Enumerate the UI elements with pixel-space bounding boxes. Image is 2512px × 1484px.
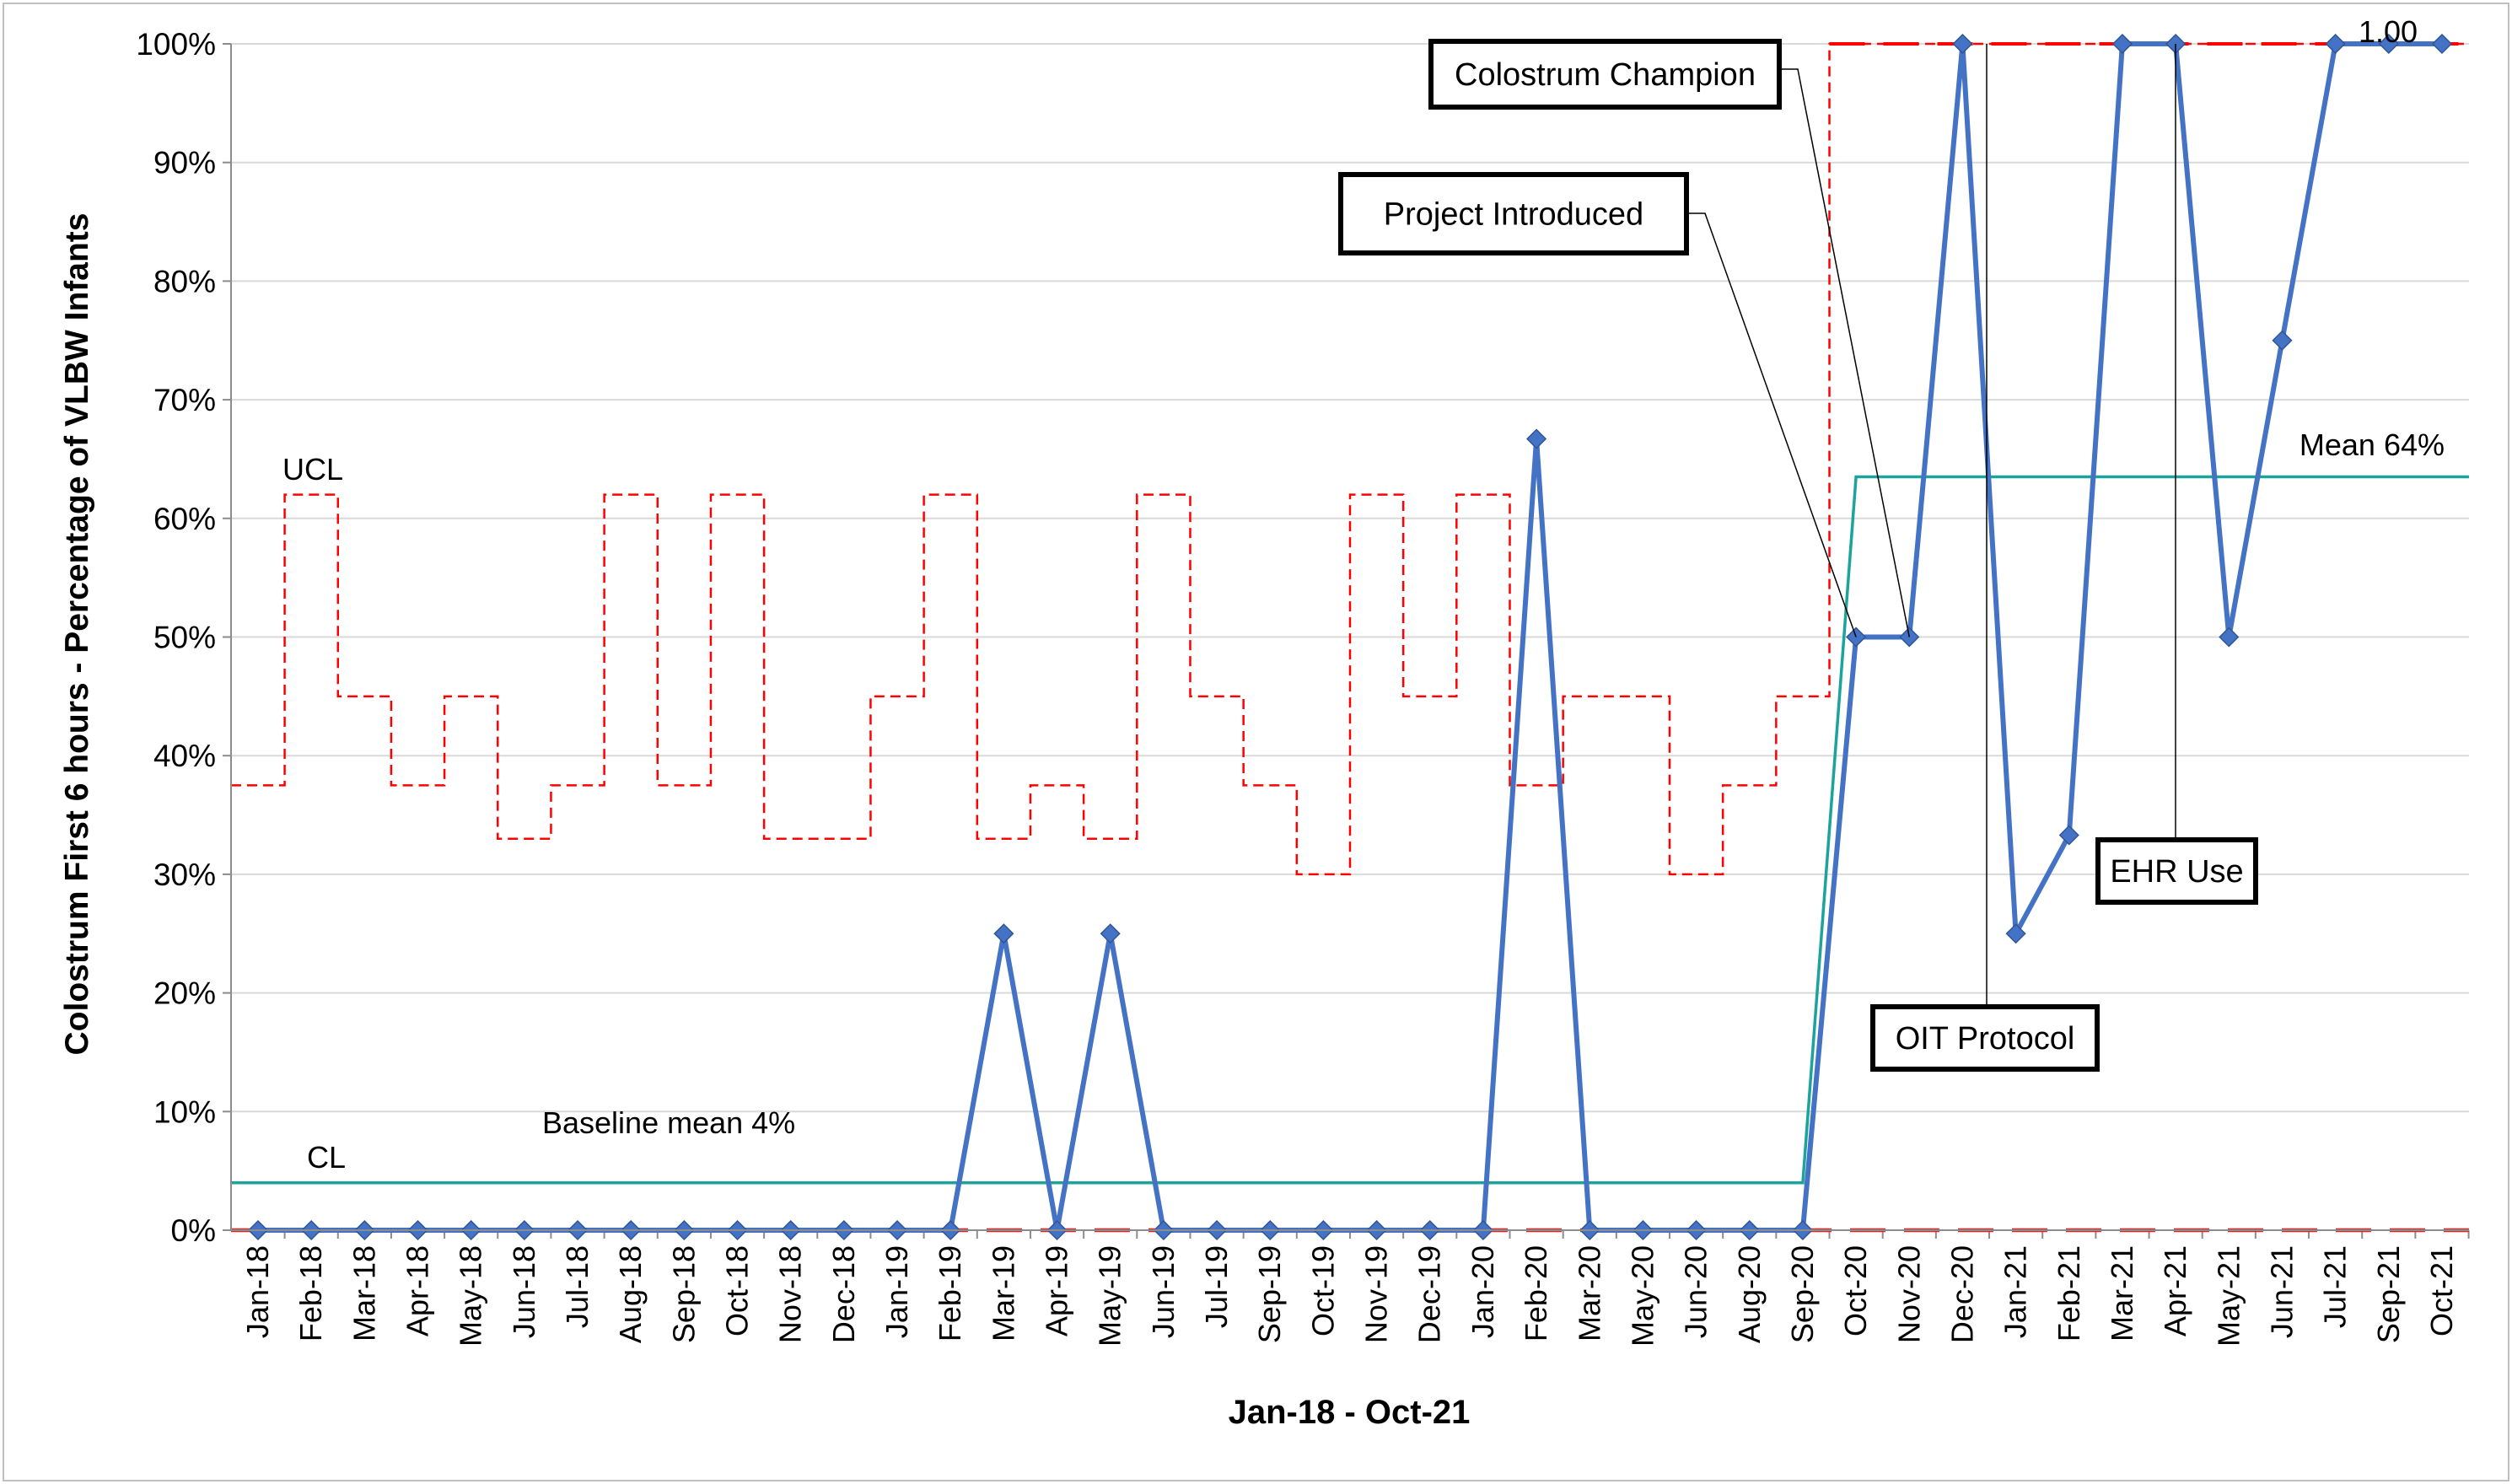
x-tick-label: Oct-20 <box>1838 1245 1873 1336</box>
x-tick-label: Feb-18 <box>293 1245 328 1342</box>
data-point <box>2111 33 2133 55</box>
data-point <box>2005 923 2026 944</box>
x-tick-label: Feb-19 <box>933 1245 967 1342</box>
annotation-leader <box>1779 68 1911 637</box>
baseline-mean-label: Baseline mean 4% <box>542 1105 795 1140</box>
x-tick-label: Mar-20 <box>1572 1245 1606 1342</box>
x-tick-label: Aug-20 <box>1732 1245 1767 1343</box>
y-tick-label: 60% <box>153 502 216 536</box>
x-tick-label: Dec-20 <box>1945 1245 1979 1343</box>
series-markers <box>247 33 2453 1241</box>
y-tick-label: 90% <box>153 146 216 180</box>
data-point <box>993 923 1014 944</box>
ucl-label: UCL <box>282 452 343 487</box>
x-tick-label: Jun-21 <box>2264 1245 2299 1338</box>
y-tick-label: 0% <box>171 1213 216 1248</box>
x-tick-label: Sep-20 <box>1785 1245 1820 1343</box>
annotations: Colostrum Champion Project Introduced OIT … <box>1338 39 2258 1072</box>
x-tick-label: May-19 <box>1093 1245 1127 1347</box>
x-tick-label: Nov-19 <box>1359 1245 1394 1343</box>
data-point <box>1100 923 1121 944</box>
last-value-label: 1.00 <box>2359 14 2418 49</box>
data-point <box>2058 825 2079 846</box>
x-tick-label: May-20 <box>1625 1245 1659 1347</box>
x-tick-label: Mar-21 <box>2105 1245 2139 1342</box>
x-tick-label: May-21 <box>2211 1245 2246 1347</box>
x-tick-label: Apr-18 <box>401 1245 435 1336</box>
x-tick-label: Dec-19 <box>1412 1245 1447 1343</box>
center-line <box>231 475 2469 1185</box>
x-tick-label: Jan-21 <box>1998 1245 2033 1338</box>
data-point <box>1952 33 1973 55</box>
data-point <box>2219 626 2240 648</box>
y-tick-label: 40% <box>153 739 216 773</box>
x-tick-label: Dec-18 <box>826 1245 861 1343</box>
mean-label: Mean 64% <box>2300 427 2445 462</box>
data-point <box>1526 428 1547 449</box>
annotation-label: EHR Use <box>2110 854 2243 890</box>
y-axis-title: Colostrum First 6 hours - Percentage of … <box>59 213 95 1056</box>
x-axis-ticks: Jan-18 Feb-18 Mar-18 Apr-18 May-18 Jun-18 Jul-… <box>240 1230 2470 1347</box>
y-tick-label: 20% <box>153 976 216 1011</box>
y-tick-label: 50% <box>153 621 216 655</box>
cl-label: CL <box>307 1140 346 1175</box>
y-tick-label: 30% <box>153 858 216 892</box>
x-tick-label: Aug-18 <box>613 1245 648 1343</box>
annotation-box <box>1338 172 1689 255</box>
x-tick-label: Nov-18 <box>773 1245 808 1343</box>
x-tick-label: Jan-20 <box>1466 1245 1500 1338</box>
data-point <box>2378 33 2399 55</box>
x-tick-label: Oct-21 <box>2424 1245 2459 1336</box>
x-tick-label: Apr-19 <box>1040 1245 1074 1336</box>
x-tick-label: Oct-19 <box>1305 1245 1340 1336</box>
y-tick-label: 70% <box>153 383 216 417</box>
x-tick-label: Jul-19 <box>1199 1245 1234 1328</box>
data-point <box>2272 330 2293 351</box>
x-tick-label: Jan-19 <box>879 1245 914 1338</box>
x-tick-label: Nov-20 <box>1891 1245 1926 1343</box>
x-tick-label: Sep-18 <box>666 1245 701 1343</box>
axes <box>230 44 2469 1231</box>
x-tick-label: Mar-19 <box>986 1245 1020 1342</box>
x-tick-label: Mar-18 <box>347 1245 381 1342</box>
annotation-box <box>1428 39 1782 110</box>
annotation-label: Colostrum Champion <box>1455 57 1756 93</box>
x-tick-label: Feb-20 <box>1519 1245 1553 1342</box>
y-axis-ticks: 0% 10% 20% 30% 40% 50% 60% 70% 80% 90% 100% <box>136 27 231 1248</box>
x-axis-title: Jan-18 - Oct-21 <box>1229 1394 1471 1431</box>
data-point <box>2325 33 2346 55</box>
x-tick-label: Apr-21 <box>2158 1245 2192 1336</box>
annotation-label: OIT Protocol <box>1896 1021 2075 1057</box>
x-tick-label: Jun-20 <box>1679 1245 1713 1338</box>
x-tick-label: Jun-19 <box>1146 1245 1181 1338</box>
annotation-leader <box>1686 212 1857 637</box>
x-tick-label: Feb-21 <box>2052 1245 2086 1342</box>
x-tick-label: Jan-18 <box>240 1245 275 1338</box>
annotation-box <box>2095 837 2258 905</box>
y-tick-label: 100% <box>136 27 216 62</box>
annotation-label: Project Introduced <box>1384 197 1643 233</box>
x-tick-label: Oct-18 <box>720 1245 755 1336</box>
x-tick-label: Jul-18 <box>560 1245 594 1328</box>
y-tick-label: 80% <box>153 264 216 298</box>
x-tick-label: Jul-21 <box>2318 1245 2353 1328</box>
annotation-box <box>1870 1004 2100 1072</box>
x-tick-label: Jun-18 <box>507 1245 541 1338</box>
x-tick-label: Sep-19 <box>1252 1245 1287 1343</box>
x-tick-label: Sep-21 <box>2371 1245 2406 1343</box>
data-point <box>2431 33 2453 55</box>
x-tick-label: May-18 <box>454 1245 488 1347</box>
y-tick-label: 10% <box>153 1094 216 1129</box>
